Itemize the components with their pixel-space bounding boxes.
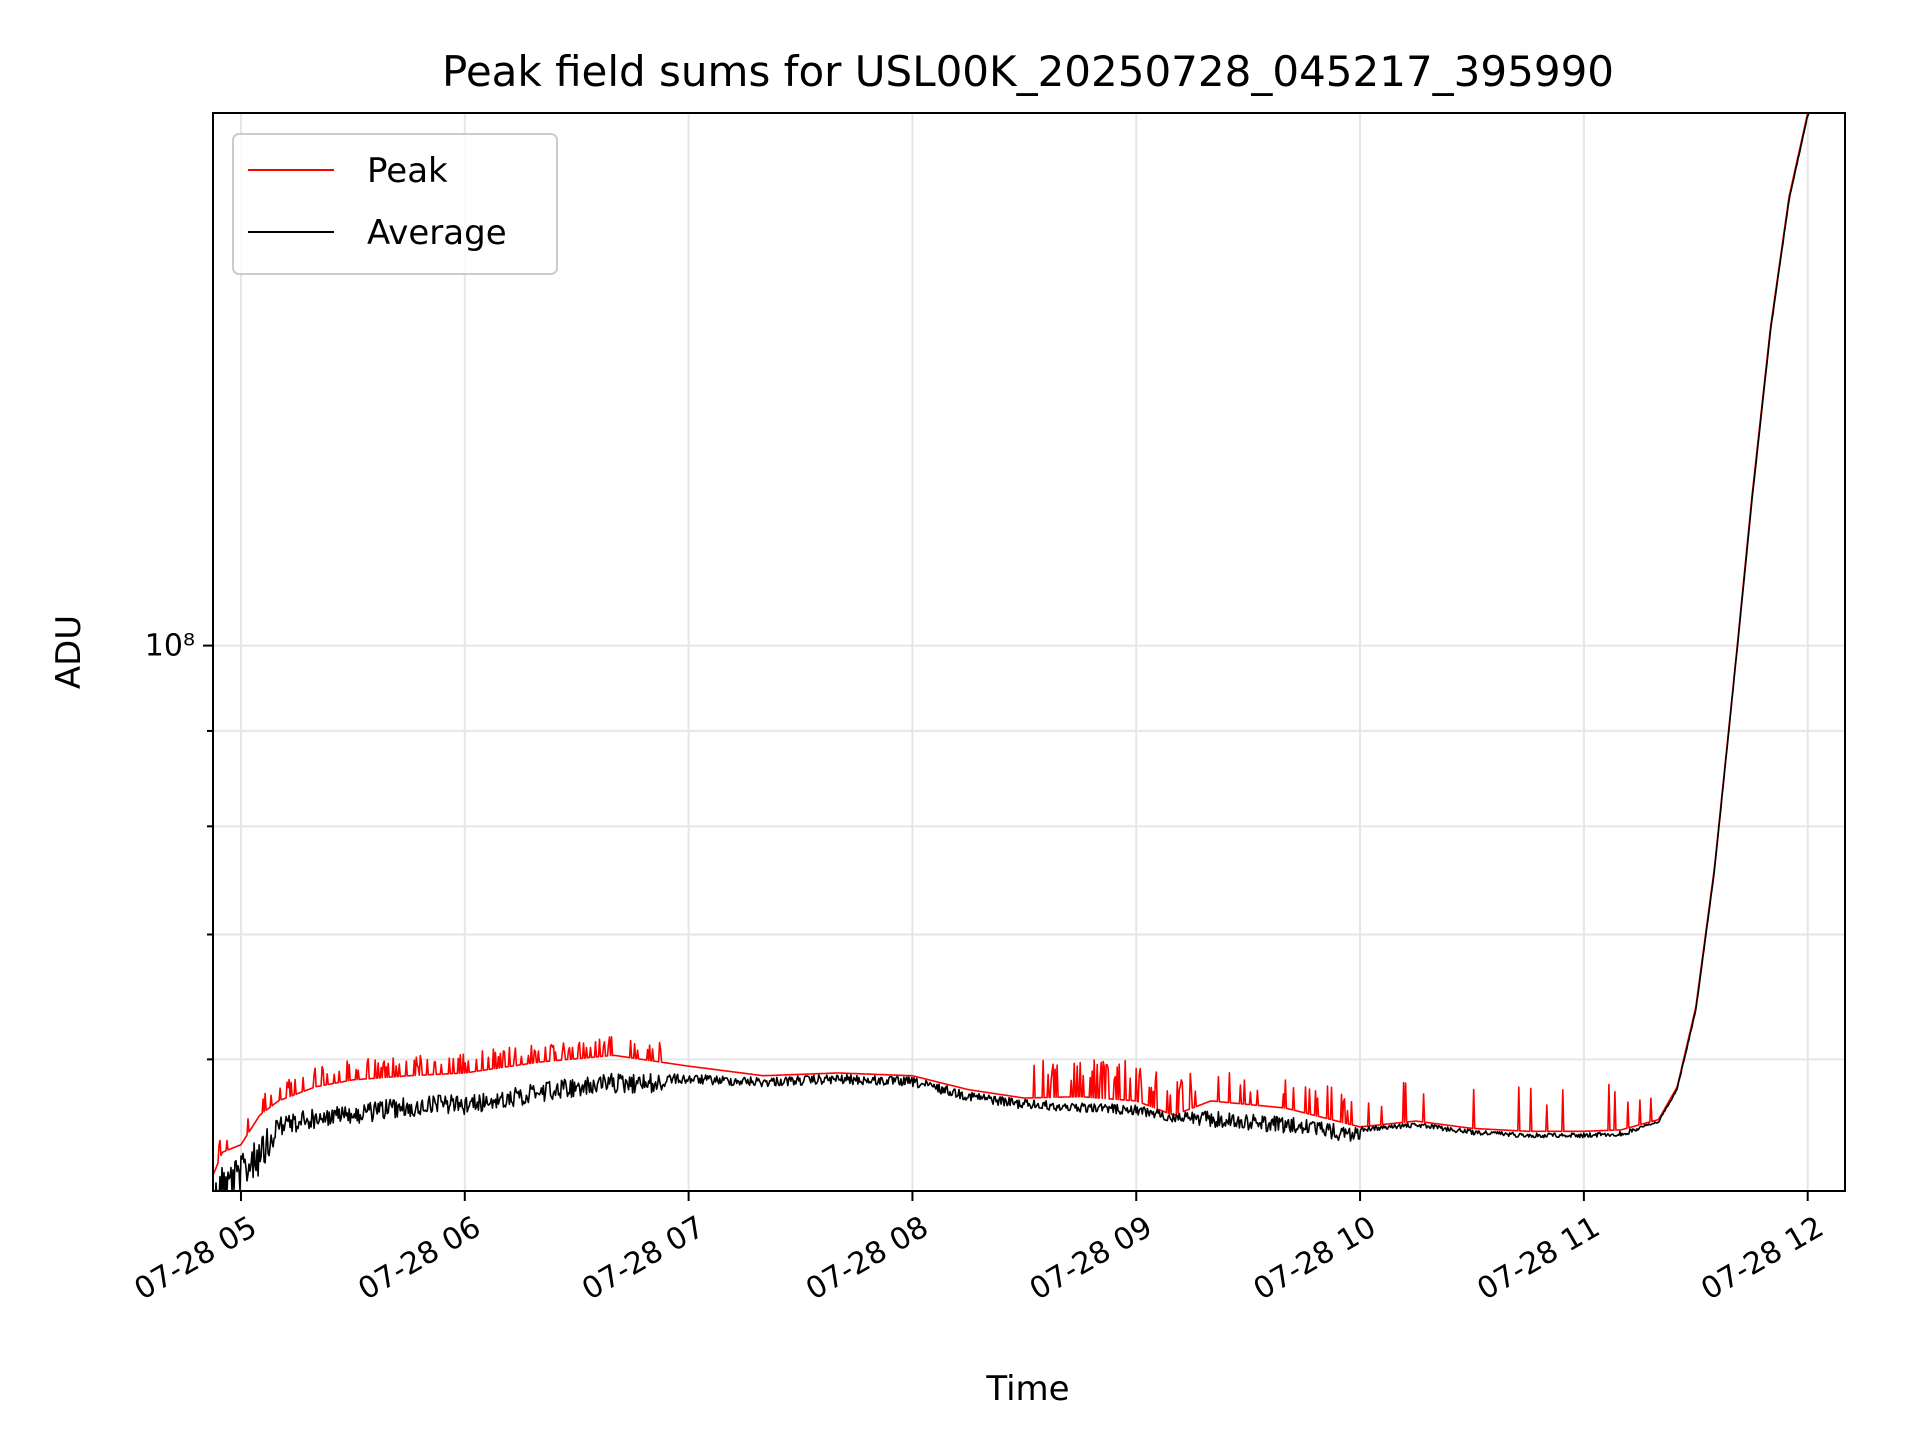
series-line-peak bbox=[213, 113, 1809, 1176]
series-line-average bbox=[214, 113, 1810, 1191]
y-tick-label: 10⁸ bbox=[145, 629, 195, 664]
y-axis-label: ADU bbox=[49, 615, 89, 689]
grid bbox=[213, 113, 1845, 1191]
x-axis-label: Time bbox=[985, 1369, 1069, 1409]
legend-peak-label: Peak bbox=[367, 151, 448, 191]
series-layer bbox=[213, 113, 1810, 1191]
chart-title: Peak field sums for USL00K_20250728_0452… bbox=[442, 47, 1614, 96]
y-axis: 10⁸ bbox=[145, 629, 213, 1061]
legend-average-label: Average bbox=[367, 213, 507, 253]
legend: Peak Average bbox=[232, 133, 558, 275]
plot-frame bbox=[212, 112, 1846, 1192]
